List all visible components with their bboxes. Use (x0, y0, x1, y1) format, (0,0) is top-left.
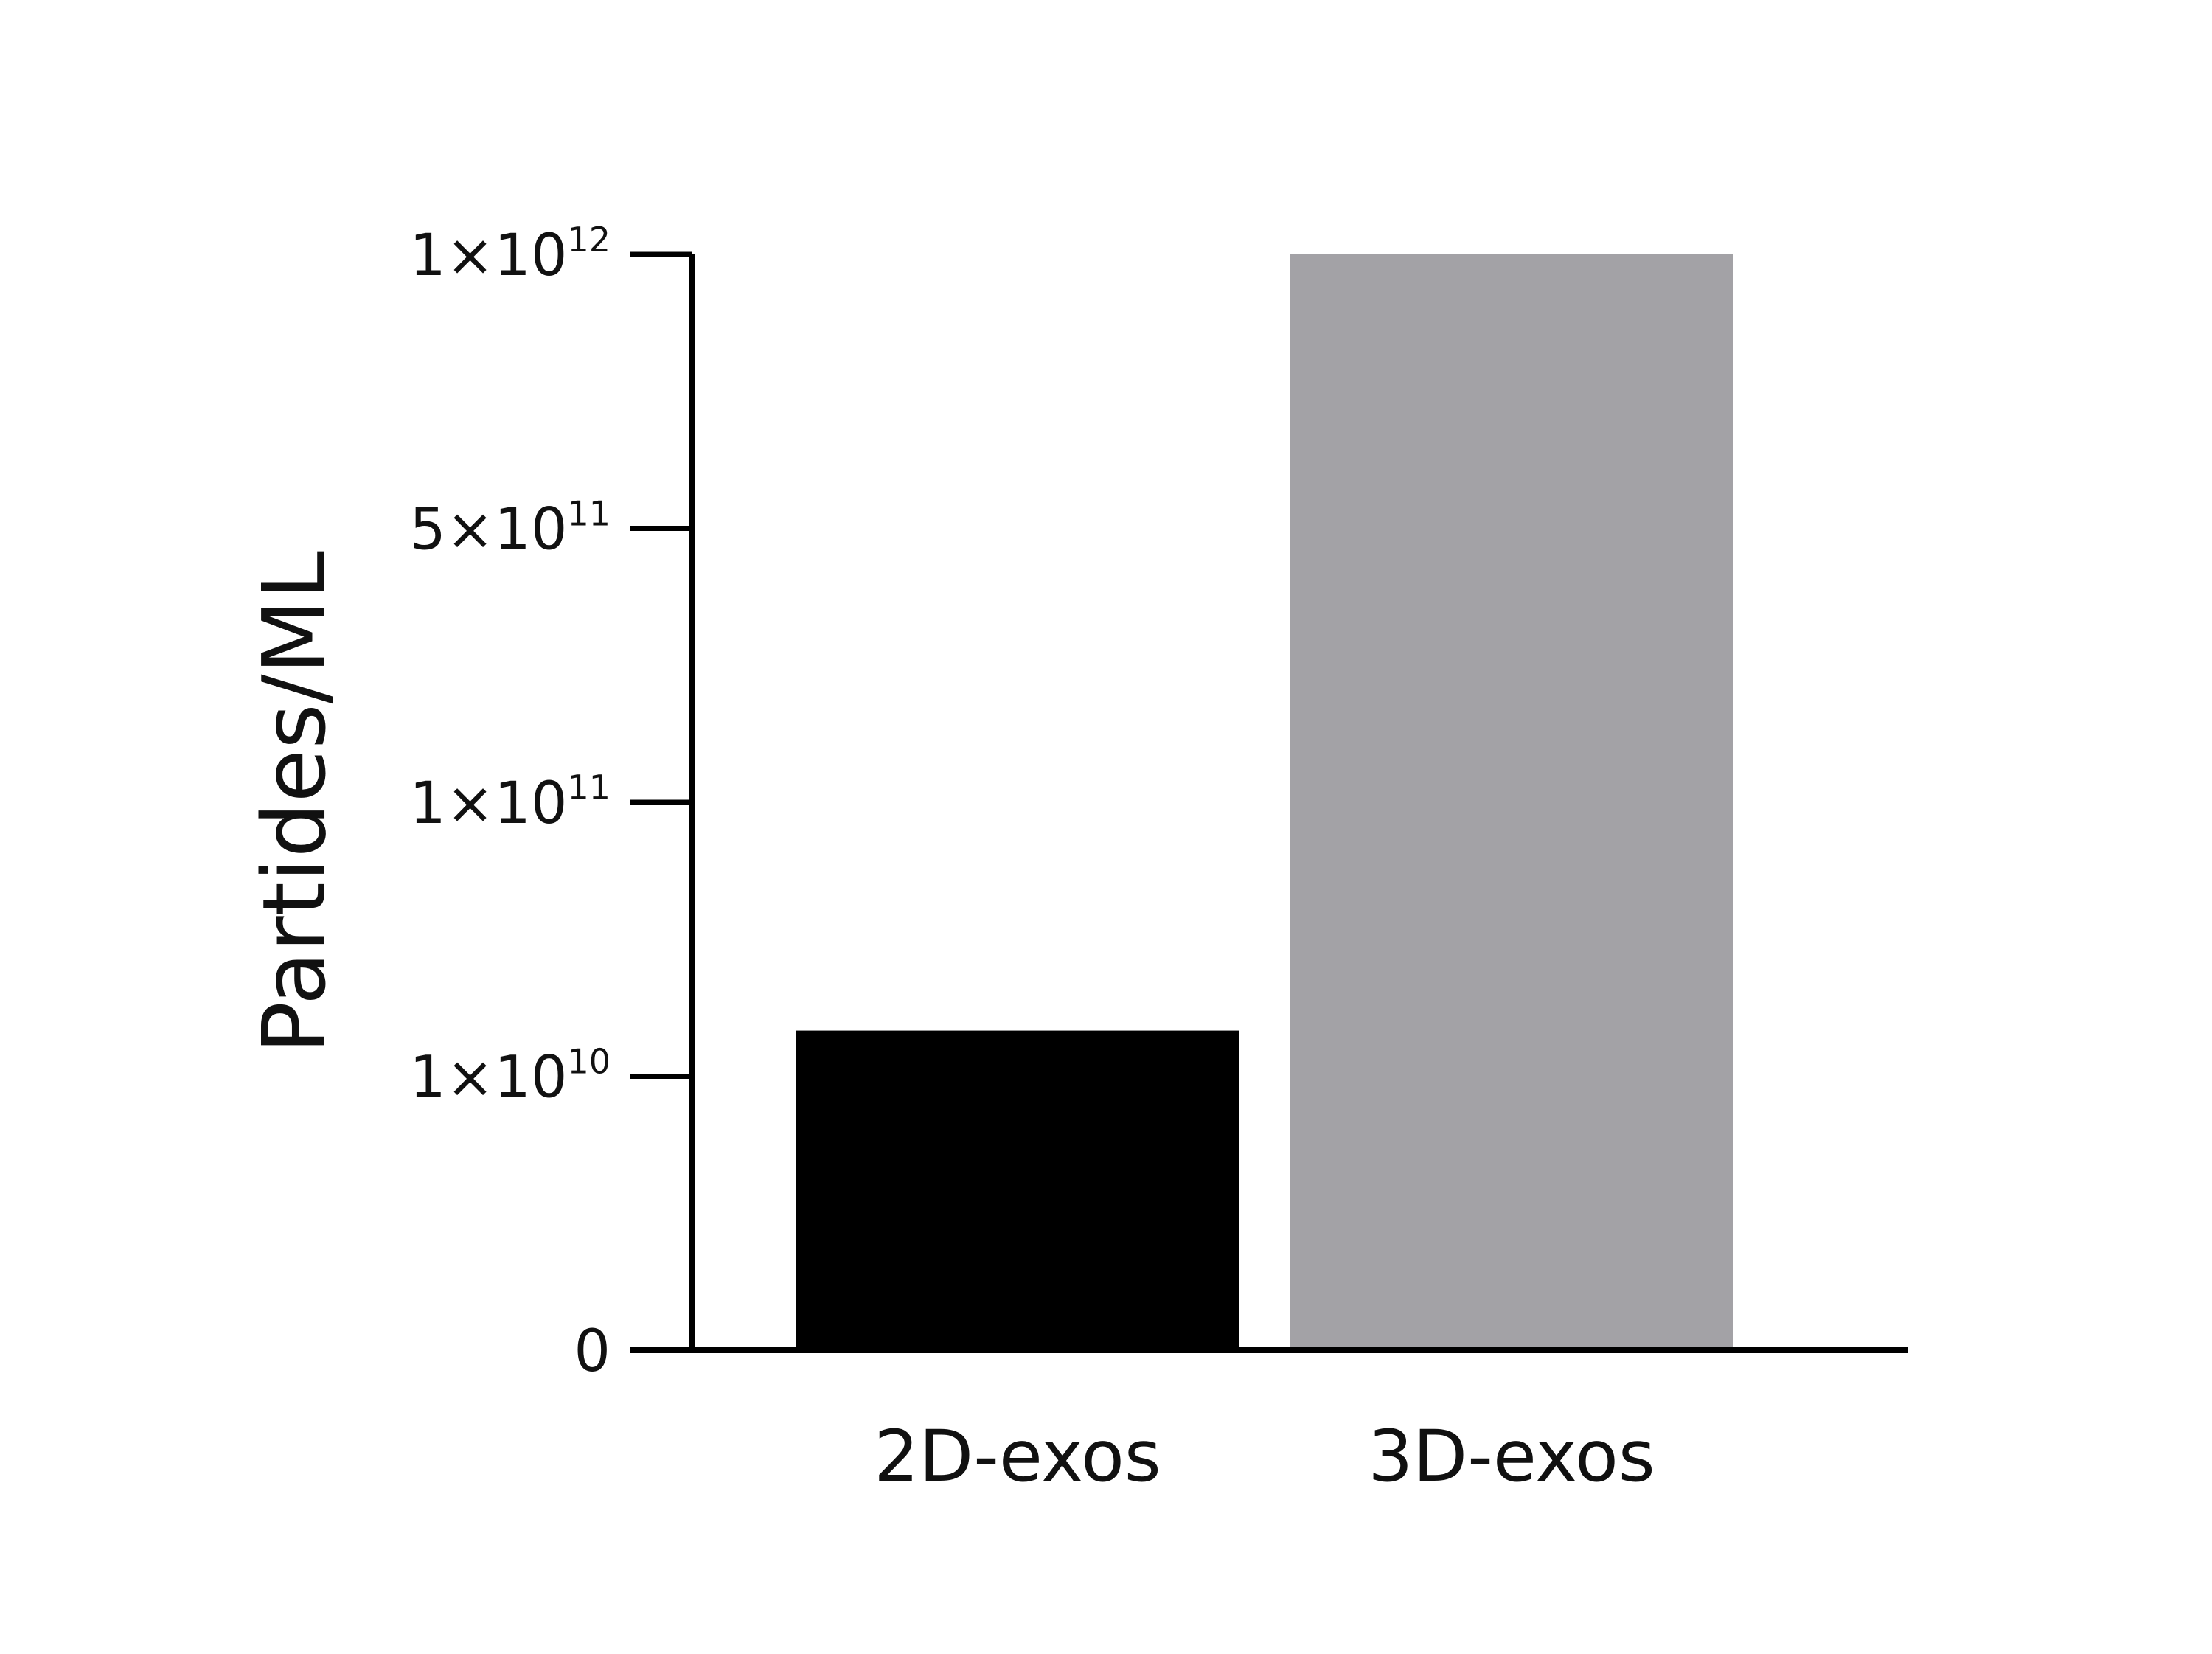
y-tick-label: 1×1010 (409, 1042, 611, 1111)
y-tick-label: 0 (574, 1318, 611, 1385)
bar-2d-exos (796, 1030, 1239, 1347)
y-axis-title: Partides/ML (243, 551, 345, 1054)
y-ticks: 0 1×1010 1×1011 5×1011 1×1012 (409, 220, 692, 1385)
bars (796, 254, 1733, 1347)
y-tick-label: 1×1011 (409, 768, 611, 837)
y-tick-label: 1×1012 (409, 220, 611, 289)
y-tick-label: 5×1011 (409, 494, 611, 563)
x-tick-label: 3D-exos (1368, 1415, 1655, 1498)
x-tick-label: 2D-exos (874, 1415, 1161, 1498)
x-tick-labels: 2D-exos 3D-exos (874, 1415, 1655, 1498)
bar-3d-exos (1290, 254, 1733, 1347)
